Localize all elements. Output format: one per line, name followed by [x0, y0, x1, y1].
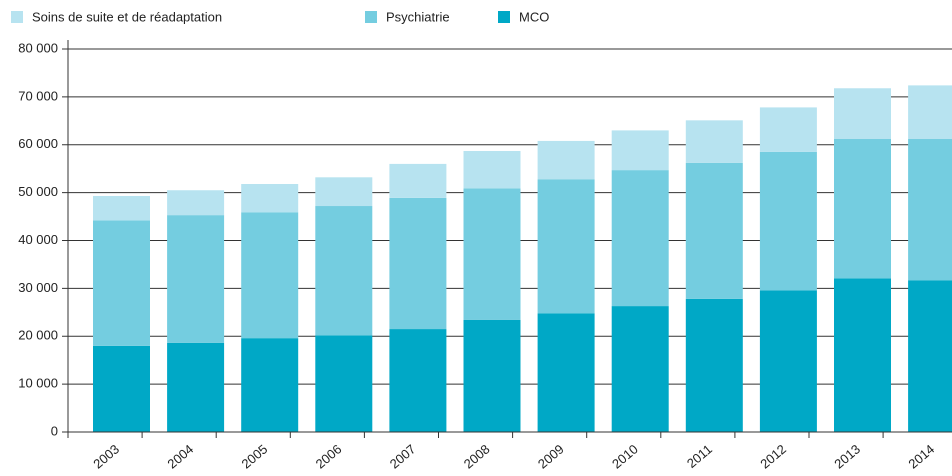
bar-segment	[167, 190, 225, 216]
x-tick-label: 2011	[684, 441, 715, 470]
y-tick-label: 40 000	[18, 232, 58, 247]
legend-label: Psychiatrie	[386, 9, 450, 24]
x-tick-label: 2012	[757, 441, 789, 471]
bar-segment	[759, 290, 817, 432]
bar-segment	[834, 139, 891, 279]
bar-segment	[167, 215, 225, 343]
x-tick-label: 2010	[609, 441, 641, 471]
bar-segment	[315, 206, 373, 336]
y-tick-label: 0	[51, 423, 58, 438]
y-tick-label: 50 000	[18, 184, 58, 199]
x-tick-label: 2007	[387, 441, 419, 471]
bar-segment	[241, 338, 299, 432]
bar-segment	[759, 151, 817, 291]
bar-segment	[93, 195, 150, 221]
y-tick-label: 10 000	[18, 376, 58, 391]
bar-segment	[685, 120, 743, 163]
x-tick-label: 2005	[239, 441, 271, 471]
bar-segment	[908, 139, 952, 281]
bar-segment	[315, 335, 373, 432]
bar-segment	[93, 220, 150, 346]
bar-segment	[389, 197, 447, 330]
x-tick-label: 2008	[461, 441, 493, 471]
y-tick-label: 20 000	[18, 328, 58, 343]
bar-segment	[685, 298, 743, 432]
x-tick-label: 2003	[90, 441, 122, 471]
bar-segment	[389, 329, 447, 432]
y-tick-label: 30 000	[18, 280, 58, 295]
x-tick-label: 2009	[535, 441, 567, 471]
bar-segment	[759, 107, 817, 152]
legend-swatch	[498, 11, 510, 23]
legend-label: MCO	[519, 9, 549, 24]
bar-segment	[167, 342, 225, 432]
y-tick-label: 80 000	[18, 40, 58, 55]
x-tick-label: 2014	[905, 441, 937, 471]
bar-segment	[611, 306, 669, 432]
y-tick-label: 70 000	[18, 88, 58, 103]
bar-segment	[834, 88, 891, 140]
x-tick-label: 2013	[831, 441, 863, 471]
legend-swatch	[365, 11, 377, 23]
bar-segment	[834, 278, 891, 432]
legend-label: Soins de suite et de réadaptation	[32, 9, 222, 24]
bar-segment	[463, 188, 521, 320]
bar-segment	[908, 85, 952, 140]
bar-segment	[93, 345, 150, 432]
x-tick-label: 2006	[313, 441, 345, 471]
bar-segment	[537, 140, 595, 180]
bar-segment	[463, 319, 521, 432]
bar-segment	[389, 163, 447, 198]
legend-swatch	[11, 11, 23, 23]
bar-segment	[241, 212, 299, 339]
bar-segment	[463, 150, 521, 189]
bar-segment	[611, 170, 669, 307]
bar-segment	[611, 130, 669, 171]
bar-segment	[685, 162, 743, 299]
bar-segment	[241, 184, 299, 213]
bar-segment	[537, 179, 595, 314]
y-tick-label: 60 000	[18, 136, 58, 151]
bar-segment	[908, 280, 952, 432]
bar-segment	[537, 313, 595, 432]
x-tick-label: 2004	[164, 441, 196, 471]
bar-segment	[315, 177, 373, 207]
